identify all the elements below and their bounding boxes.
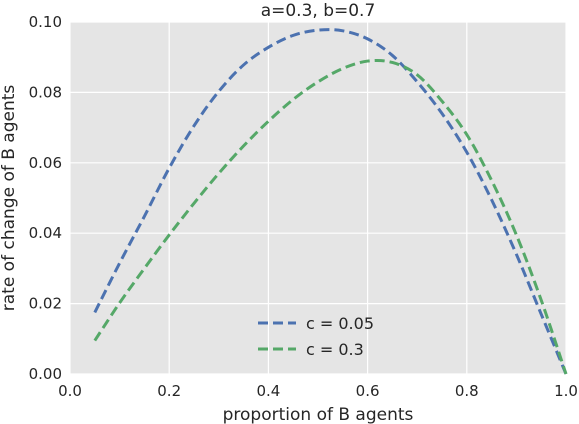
x-tick-label: 0.4 — [256, 382, 280, 400]
y-tick-label: 0.04 — [29, 224, 62, 242]
x-axis-label: proportion of B agents — [223, 405, 414, 424]
y-tick-label: 0.00 — [29, 365, 62, 383]
y-axis-label: rate of change of B agents — [0, 85, 19, 312]
legend-label-c-0-3: c = 0.3 — [306, 340, 364, 359]
chart-title: a=0.3, b=0.7 — [261, 1, 376, 21]
x-tick-label: 0.8 — [455, 382, 479, 400]
legend-label-c-0-05: c = 0.05 — [306, 314, 374, 333]
y-tick-label: 0.02 — [29, 295, 62, 313]
y-tick-label: 0.10 — [29, 13, 62, 31]
series-lines — [93, 28, 568, 375]
series-line-2 — [93, 58, 568, 375]
x-tick-label: 0.0 — [58, 382, 82, 400]
y-tick-label: 0.08 — [29, 83, 62, 101]
tick-labels: 0.0 0.2 0.4 0.6 0.8 1.0 0.00 0.02 0.04 0.06 0.08 0.… — [29, 13, 578, 400]
x-tick-label: 1.0 — [554, 382, 578, 400]
x-tick-label: 0.2 — [157, 382, 181, 400]
x-tick-label: 0.6 — [356, 382, 380, 400]
legend: c = 0.05 c = 0.3 — [258, 314, 374, 359]
y-tick-label: 0.06 — [29, 154, 62, 172]
series-line-1 — [93, 28, 568, 375]
